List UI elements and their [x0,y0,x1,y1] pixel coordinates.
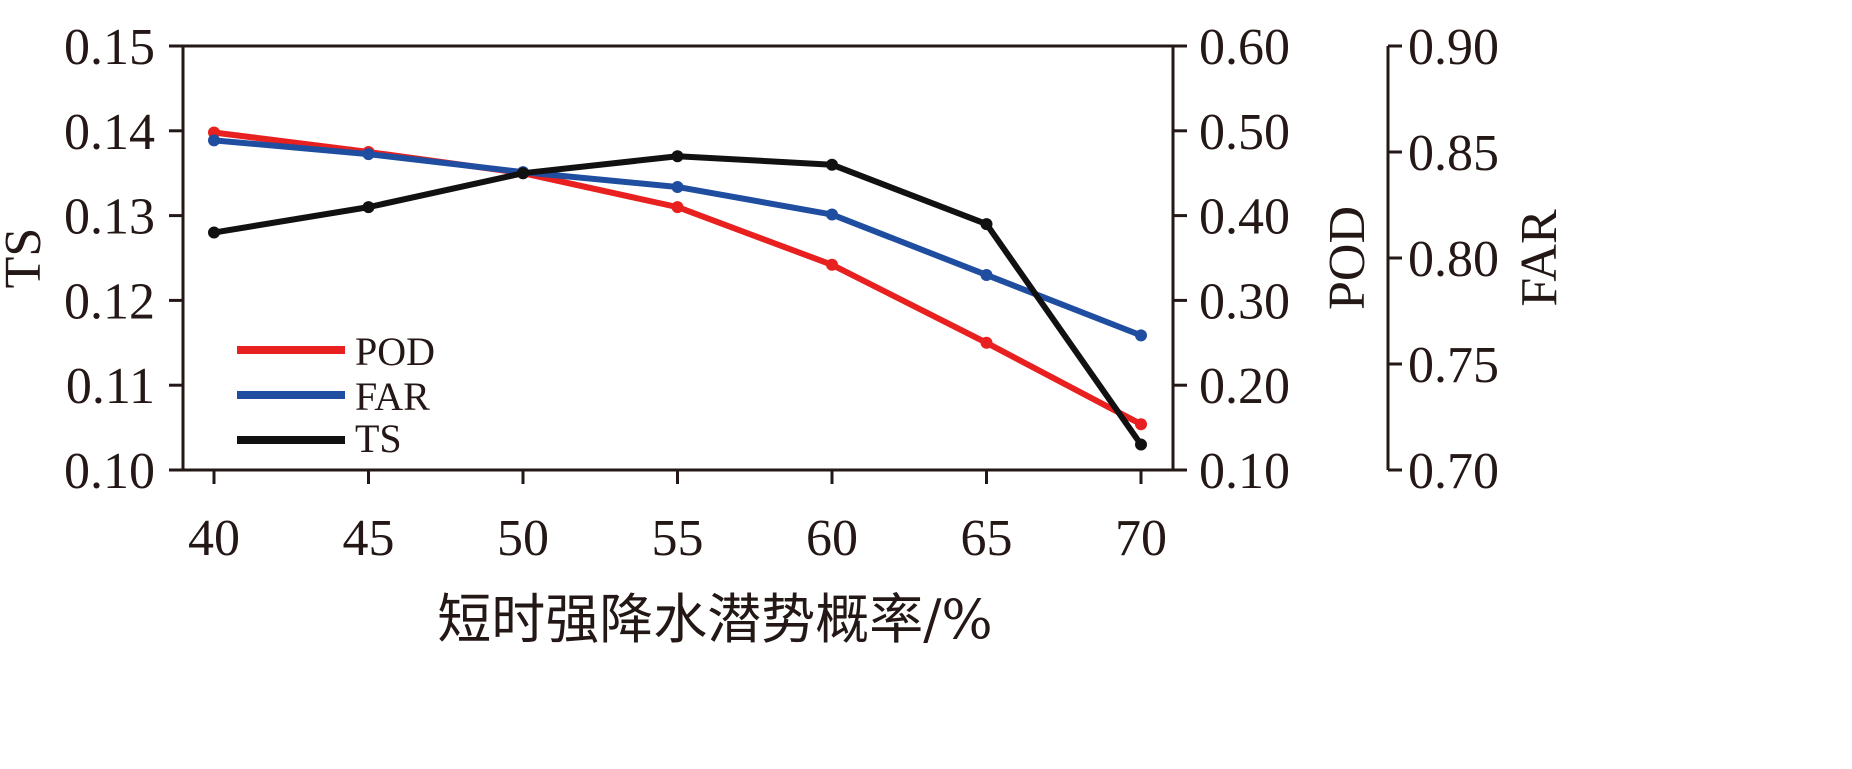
pod-tick-label: 0.30 [1199,273,1290,330]
ts-point [208,226,220,239]
ts-tick-label: 0.13 [64,189,155,246]
series-layer [208,126,1147,451]
pod-point [826,258,838,271]
ticks-layer: 40 45 50 55 60 65 70 0.10 0.11 0.12 0.13 0.14 0.15 0.… [64,19,1499,567]
far-tick-label: 0.90 [1408,19,1499,76]
x-tick-label: 60 [806,510,858,567]
far-tick-label: 0.80 [1408,231,1499,288]
far-series-line [213,137,1143,339]
ts-tick-label: 0.14 [64,104,155,161]
far-point [1135,329,1147,342]
far-tick-label: 0.70 [1408,443,1499,500]
ts-point [362,201,375,214]
pod-axis-title: POD [1319,206,1376,310]
x-tick-label: 40 [188,510,240,567]
far-tick-label: 0.75 [1408,337,1499,394]
plot-frame [181,44,1175,472]
x-tick-label: 65 [961,510,1013,567]
far-point [980,268,993,281]
pod-point [671,201,684,214]
legend: POD FAR TS [237,329,435,461]
x-axis-title: 短时强降水潜势概率/% [437,588,993,651]
ts-point [980,218,993,231]
pod-tick-label: 0.20 [1199,358,1290,415]
ts-tick-label: 0.10 [64,443,155,500]
ts-axis-title: TS [0,228,52,289]
legend-label-ts: TS [355,416,402,461]
pod-point [980,336,993,349]
ts-series-line [213,153,1144,447]
pod-tick-label: 0.40 [1199,189,1290,246]
far-axis-title: FAR [1511,209,1568,307]
ts-point [1135,438,1147,451]
ts-point [517,167,529,180]
far-point [362,148,375,161]
far-point [208,134,220,147]
legend-label-pod: POD [355,329,435,374]
far-point [671,180,684,193]
ts-point [671,150,684,163]
ts-tick-label: 0.11 [66,358,155,415]
legend-label-far: FAR [355,374,430,419]
x-tick-label: 50 [497,510,549,567]
x-tick-label: 70 [1115,510,1167,567]
pod-point [1135,418,1147,431]
ts-tick-label: 0.15 [64,19,155,76]
pod-tick-label: 0.50 [1199,104,1290,161]
x-tick-label: 45 [343,510,395,567]
far-tick-label: 0.85 [1408,125,1499,182]
ts-tick-label: 0.12 [64,273,155,330]
ts-point [826,158,838,171]
x-tick-label: 55 [652,510,704,567]
pod-tick-label: 0.60 [1199,19,1290,76]
far-point [826,208,838,221]
pod-tick-label: 0.10 [1199,443,1290,500]
